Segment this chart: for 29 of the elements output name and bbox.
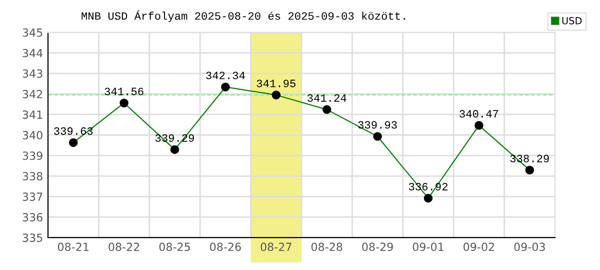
data-label: 341.95 xyxy=(256,80,296,88)
x-tick-label: 09-03 xyxy=(514,242,545,252)
y-tick-label: 337 xyxy=(22,192,42,201)
data-label: 339.93 xyxy=(358,121,397,129)
x-tick-label: 08-29 xyxy=(362,242,393,252)
y-tick-label: 338 xyxy=(22,172,42,180)
x-tick-label: 08-27 xyxy=(260,242,292,252)
data-label: 342.34 xyxy=(206,72,245,80)
x-tick-label: 08-26 xyxy=(210,242,241,252)
y-tick-label: 335 xyxy=(22,234,42,242)
y-tick-label: 336 xyxy=(22,213,42,222)
y-tick-label: 339 xyxy=(22,151,42,160)
x-tick-label: 09-02 xyxy=(464,242,494,252)
y-tick-label: 340 xyxy=(22,130,42,140)
data-label: 341.24 xyxy=(308,94,346,102)
y-tick-label: 341 xyxy=(22,110,42,119)
y-tick-label: 343 xyxy=(22,69,42,78)
legend-label: USD xyxy=(562,17,582,24)
y-tick-label: 345 xyxy=(22,28,42,37)
data-label: 340.47 xyxy=(460,110,498,118)
x-tick-label: 08-28 xyxy=(311,242,342,252)
y-tick-label: 344 xyxy=(22,48,43,58)
y-tick-label: 342 xyxy=(22,90,42,98)
x-tick-label: 08-21 xyxy=(58,242,88,252)
x-tick-label: 08-22 xyxy=(108,242,140,252)
chart-title: MNB USD Árfolyam 2025-08-20 és 2025-09-03 között. xyxy=(82,10,406,22)
x-tick-label: 09-01 xyxy=(412,242,444,252)
data-label: 341.56 xyxy=(104,88,144,96)
x-tick-label: 08-25 xyxy=(159,242,190,252)
